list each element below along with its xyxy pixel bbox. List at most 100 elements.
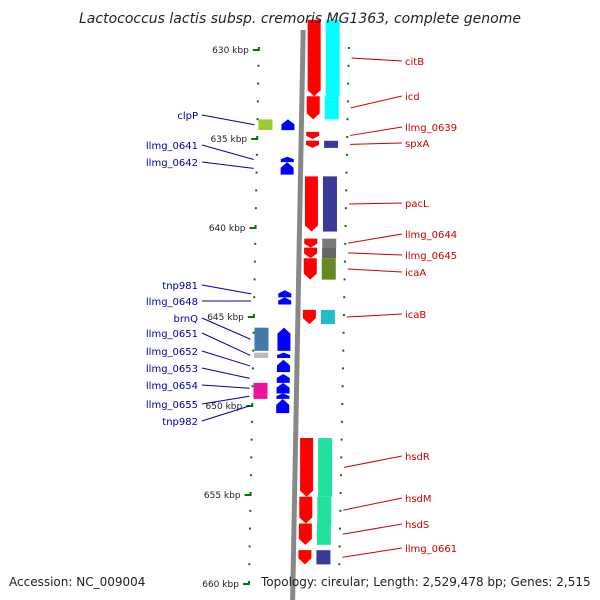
- track-dot-right: [339, 474, 342, 477]
- reverse-genes[interactable]: [276, 119, 295, 414]
- track-dot-left: [256, 118, 259, 121]
- gene-icd-cog: [324, 96, 339, 120]
- track-dot-right: [342, 314, 345, 316]
- scale-tick-label: 645 kbp: [207, 313, 244, 323]
- gene-label-llmg-0642[interactable]: llmg_0642: [146, 158, 198, 169]
- track-dot-right: [338, 527, 341, 530]
- gene-spxa-arrow[interactable]: [306, 140, 320, 148]
- dashed-track-right: [337, 47, 350, 583]
- gene-label-pacl[interactable]: pacL: [405, 199, 429, 210]
- gene-hsds-cog: [316, 523, 331, 545]
- track-dot-left: [248, 527, 251, 530]
- gene-label-icab[interactable]: icaB: [405, 310, 426, 321]
- gene-hsds-arrow[interactable]: [298, 523, 312, 545]
- gene-label-icd[interactable]: icd: [405, 92, 420, 103]
- gene-label-tnp982[interactable]: tnp982: [162, 417, 198, 428]
- gene-pacl-cog: [322, 176, 337, 232]
- gene-llmg-0651-arrow[interactable]: [277, 352, 291, 358]
- forward-genes[interactable]: [298, 19, 321, 565]
- gene-label-llmg-0639[interactable]: llmg_0639: [405, 123, 457, 134]
- gene-llmg-0645-arrow[interactable]: [304, 247, 318, 259]
- gene-pacl-arrow[interactable]: [304, 176, 318, 232]
- gene-spxa-cog: [324, 140, 339, 148]
- gene-label-citb[interactable]: citB: [405, 57, 424, 68]
- gene-brnq-arrow[interactable]: [277, 327, 291, 351]
- gene-label-llmg-0648[interactable]: llmg_0648: [146, 297, 198, 308]
- gene-llmg-0661-arrow[interactable]: [298, 550, 312, 565]
- gene-label-llmg-0644[interactable]: llmg_0644: [405, 230, 457, 241]
- gene-label-spxa[interactable]: spxA: [405, 139, 429, 150]
- track-dot-right: [339, 509, 342, 512]
- gene-clpp-leader: [201, 114, 255, 126]
- gene-icab-arrow[interactable]: [302, 309, 316, 325]
- gene-label-llmg-0651[interactable]: llmg_0651: [146, 329, 198, 340]
- gene-citb-arrow[interactable]: [307, 19, 321, 97]
- gene-hsdr-cog: [318, 438, 333, 497]
- gene-clpp-arrow[interactable]: [281, 119, 295, 131]
- gene-llmg-0654-arrow[interactable]: [276, 382, 290, 394]
- gene-llmg-0654-leader: [201, 384, 250, 389]
- track-dot-right: [345, 189, 348, 192]
- gene-llmg-0642-arrow[interactable]: [280, 162, 294, 175]
- gene-label-clpp[interactable]: clpP: [177, 111, 198, 122]
- scale-tick-label: 635 kbp: [210, 135, 247, 145]
- map-title: Lactococcus lactis subsp. cremoris MG136…: [79, 11, 521, 27]
- gene-hsdr-arrow[interactable]: [300, 438, 314, 497]
- track-dot-right: [340, 456, 343, 459]
- gene-llmg-0653-arrow[interactable]: [276, 373, 290, 383]
- scale-tick: [247, 316, 255, 318]
- scale-tick: [251, 138, 259, 140]
- gene-label-llmg-0652[interactable]: llmg_0652: [146, 347, 198, 358]
- gene-label-llmg-0654[interactable]: llmg_0654: [146, 381, 198, 392]
- track-dot-left: [257, 82, 260, 85]
- gene-hsdr-leader: [343, 455, 403, 468]
- gene-tnp982-arrow[interactable]: [276, 398, 290, 414]
- gene-icaa-arrow[interactable]: [303, 258, 317, 280]
- gene-label-llmg-0645[interactable]: llmg_0645: [405, 251, 457, 262]
- scale-tick-label: 660 kbp: [202, 580, 239, 590]
- genome-backbone: [290, 29, 306, 600]
- gene-llmg-0655-cog: [253, 393, 268, 399]
- gene-hsdm-arrow[interactable]: [299, 496, 313, 524]
- gene-label-hsdm[interactable]: hsdM: [405, 494, 432, 505]
- gene-label-icaa[interactable]: icaA: [405, 268, 426, 279]
- gene-llmg-0655-arrow[interactable]: [276, 393, 290, 399]
- gene-llmg-0648-arrow[interactable]: [278, 297, 292, 305]
- gene-llmg-0641-arrow[interactable]: [280, 156, 294, 163]
- gene-label-llmg-0641[interactable]: llmg_0641: [146, 141, 198, 152]
- track-dot-left: [249, 474, 252, 477]
- gene-pacl-leader: [348, 202, 403, 205]
- gene-llmg-0645-cog: [322, 247, 337, 259]
- scale-tick: [244, 494, 252, 496]
- track-dot-right: [347, 82, 350, 85]
- track-dot-right: [341, 367, 344, 370]
- gene-label-tnp981[interactable]: tnp981: [162, 281, 198, 292]
- cog-boxes: [253, 19, 340, 565]
- gene-label-llmg-0653[interactable]: llmg_0653: [146, 364, 198, 375]
- gene-brnq-leader: [201, 317, 251, 340]
- track-dot-left: [248, 545, 251, 548]
- gene-llmg-0639-arrow[interactable]: [306, 131, 320, 139]
- gene-label-brnq[interactable]: brnQ: [174, 314, 199, 325]
- scale-tick-label: 640 kbp: [209, 224, 246, 234]
- track-dot-left: [248, 563, 251, 566]
- gene-label-llmg-0661[interactable]: llmg_0661: [405, 544, 457, 555]
- track-dot-right: [341, 403, 344, 405]
- gene-llmg-0644-arrow[interactable]: [304, 238, 318, 248]
- gene-llmg-0652-arrow[interactable]: [276, 359, 290, 373]
- track-dot-left: [255, 171, 258, 174]
- gene-label-hsdr[interactable]: hsdR: [405, 452, 430, 463]
- gene-label-hsds[interactable]: hsdS: [405, 520, 429, 531]
- gene-llmg-0651-leader: [201, 332, 251, 356]
- track-dot-right: [344, 207, 347, 210]
- track-dot-right: [345, 153, 348, 156]
- dashed-track-left: [247, 47, 260, 583]
- gene-label-llmg-0655[interactable]: llmg_0655: [146, 400, 198, 411]
- gene-tnp981-arrow[interactable]: [278, 290, 292, 298]
- gene-icd-arrow[interactable]: [306, 96, 320, 120]
- topology-text: Topology: circular; Length: 2,529,478 bp…: [260, 575, 591, 589]
- track-dot-left: [254, 242, 257, 245]
- track-dot-left: [253, 278, 256, 281]
- gene-labels[interactable]: citB icd llmg_0639 spxA pacL llmg_0644 llmg_06…: [146, 57, 457, 558]
